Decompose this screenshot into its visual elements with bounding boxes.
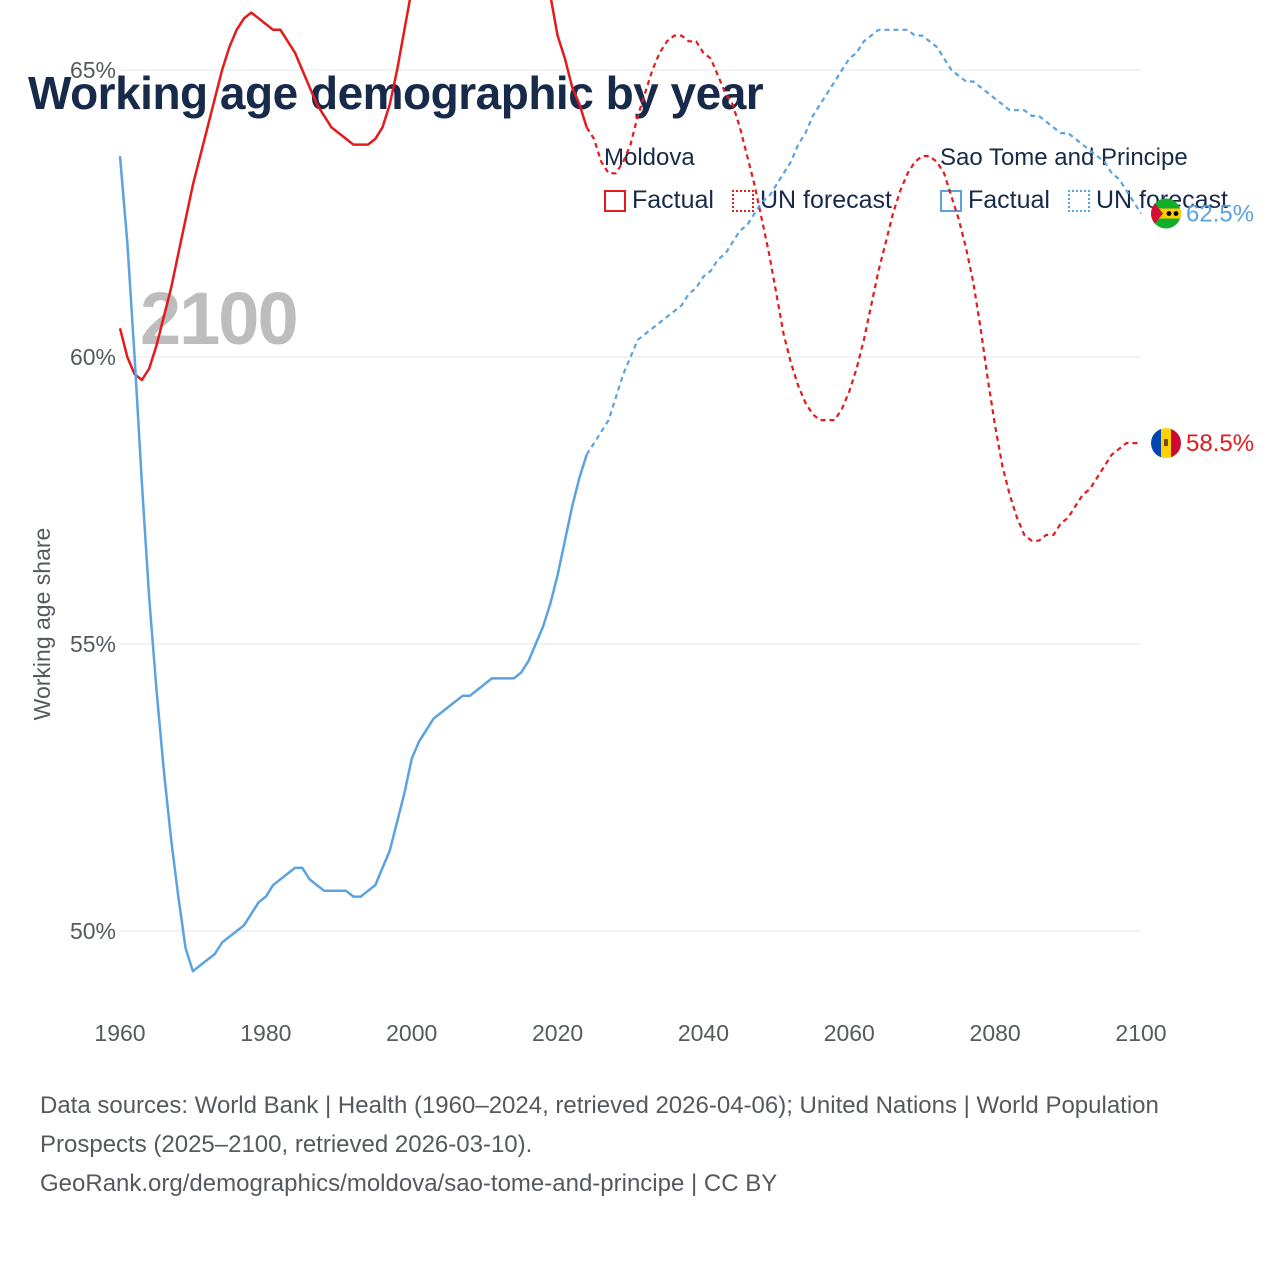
x-tick-label: 2060 <box>824 1020 875 1046</box>
series-line-sao-tome-and-principe-factual[interactable] <box>118 155 588 973</box>
dotted-line-swatch-icon <box>731 189 754 212</box>
y-axis: 50%55%60%65%70% <box>70 57 116 944</box>
source-link[interactable]: GeoRank.org/demographics/moldova/sao-tom… <box>40 1170 778 1197</box>
x-tick-label: 1960 <box>94 1020 145 1046</box>
solid-line-swatch-icon <box>940 189 962 212</box>
legend-moldova: Moldova Factual UN forecast <box>604 144 910 215</box>
series-line-moldova-factual[interactable] <box>118 0 588 382</box>
legend-label: UN forecast <box>759 186 892 214</box>
y-axis-label: Working age share <box>29 528 55 721</box>
series-line-moldova-forecast[interactable] <box>585 34 1141 542</box>
source-text: Data sources: World Bank | Health (1960–… <box>40 1092 1159 1158</box>
x-tick-label: 2020 <box>532 1020 583 1046</box>
y-tick-label: 65% <box>70 57 116 83</box>
x-tick-label: 2000 <box>386 1020 437 1046</box>
y-tick-label: 50% <box>70 918 116 944</box>
x-axis: 1960 1980 2000 2020 2040 2060 2080 2100 <box>94 1020 1166 1046</box>
legend-item-moldova-forecast[interactable]: UN forecast <box>731 186 892 215</box>
x-tick-label: 2040 <box>678 1020 729 1046</box>
legend-label: Factual <box>632 186 714 214</box>
grid-lines <box>120 69 1141 932</box>
series-line-sao-tome-and-principe-forecast[interactable] <box>585 28 1142 456</box>
x-tick-label: 2080 <box>970 1020 1021 1046</box>
sao-tome-flag-icon <box>1151 198 1181 229</box>
moldova-flag-icon <box>1151 428 1181 459</box>
end-markers: 58.5% 62.5% <box>1151 198 1254 459</box>
end-value-label: 62.5% <box>1186 201 1254 228</box>
dotted-line-swatch-icon <box>1067 189 1090 212</box>
y-tick-label: 60% <box>70 344 116 370</box>
year-watermark: 2100 <box>140 277 297 360</box>
series-lines <box>118 0 1142 973</box>
legend-country-sao-tome: Sao Tome and Principe <box>940 144 1188 171</box>
solid-line-swatch-icon <box>604 189 626 212</box>
x-tick-label: 2100 <box>1115 1020 1166 1046</box>
end-value-label: 58.5% <box>1186 430 1254 457</box>
source-note: Data sources: World Bank | Health (1960–… <box>40 1086 1190 1203</box>
x-tick-label: 1980 <box>240 1020 291 1046</box>
legend-item-moldova-factual[interactable]: Factual <box>604 186 714 215</box>
y-tick-label: 55% <box>70 631 116 657</box>
legend-label: Factual <box>968 186 1050 214</box>
legend-item-sao-tome-factual[interactable]: Factual <box>940 186 1050 215</box>
